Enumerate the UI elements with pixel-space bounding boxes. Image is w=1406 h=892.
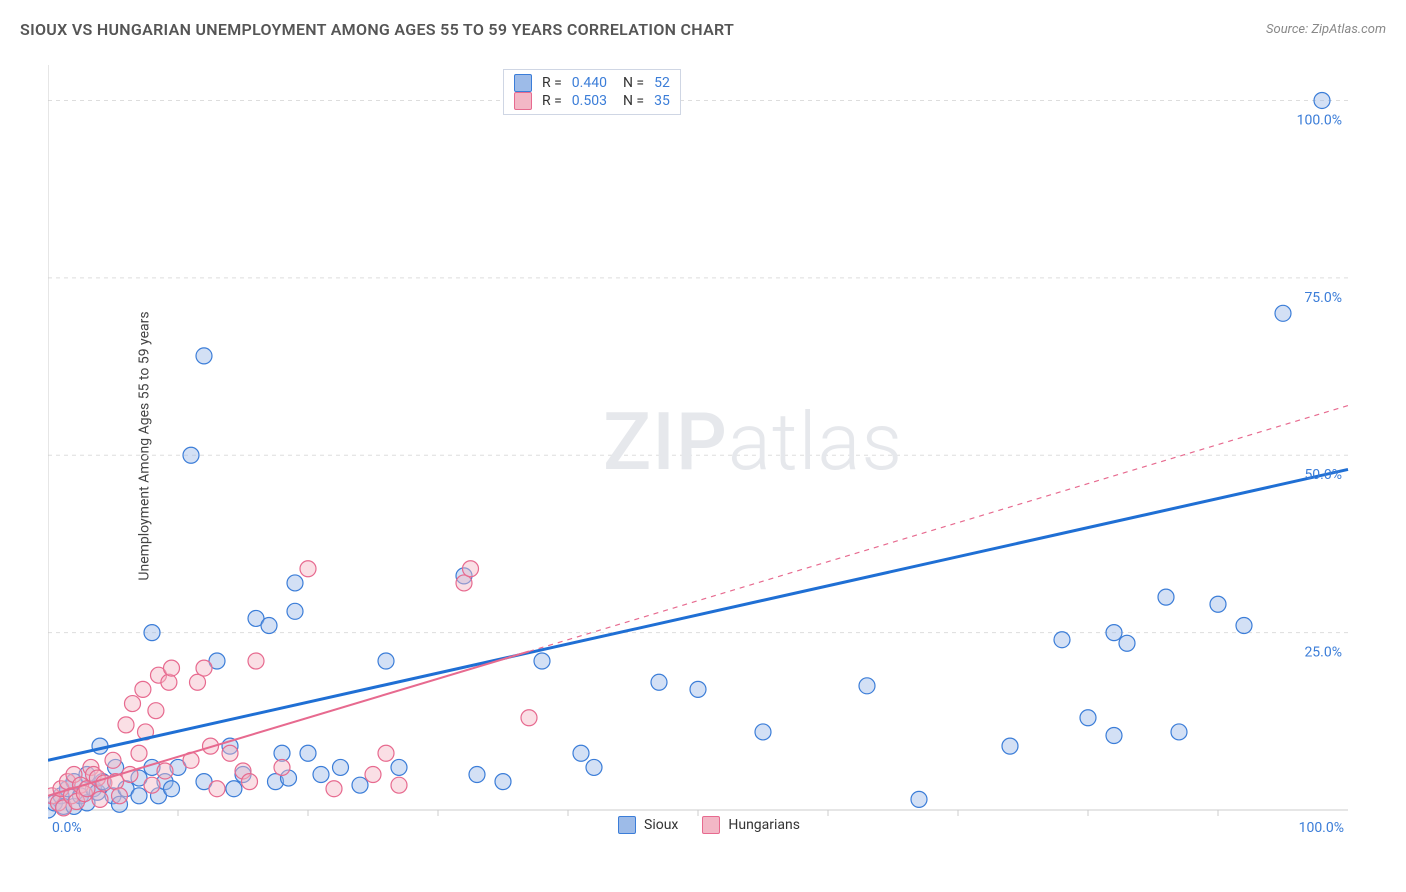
scatter-point-hungarians — [196, 660, 212, 676]
scatter-point-sioux — [1236, 618, 1252, 634]
n-label: N = — [623, 75, 644, 91]
legend-item-sioux[interactable]: Sioux — [618, 816, 678, 834]
scatter-point-hungarians — [300, 561, 316, 577]
source-prefix: Source: — [1266, 22, 1311, 37]
scatter-point-sioux — [1080, 710, 1096, 726]
r-value: 0.503 — [572, 93, 607, 109]
scatter-point-hungarians — [378, 745, 394, 761]
scatter-point-hungarians — [222, 745, 238, 761]
scatter-point-hungarians — [242, 774, 258, 790]
correlation-legend: R = 0.440 N = 52 R = 0.503 N = 35 — [503, 69, 681, 115]
scatter-point-sioux — [495, 774, 511, 790]
scatter-point-sioux — [1158, 589, 1174, 605]
r-value: 0.440 — [572, 75, 607, 91]
scatter-point-sioux — [1054, 632, 1070, 648]
scatter-point-hungarians — [521, 710, 537, 726]
scatter-point-hungarians — [92, 791, 108, 807]
scatter-point-hungarians — [463, 561, 479, 577]
chart-header: SIOUX VS HUNGARIAN UNEMPLOYMENT AMONG AG… — [20, 20, 1386, 39]
scatter-point-hungarians — [456, 575, 472, 591]
source-link[interactable]: ZipAtlas.com — [1311, 22, 1386, 37]
scatter-point-sioux — [378, 653, 394, 669]
legend-swatch — [514, 74, 532, 92]
scatter-point-sioux — [352, 777, 368, 793]
scatter-point-hungarians — [125, 696, 141, 712]
scatter-point-sioux — [287, 603, 303, 619]
scatter-point-hungarians — [105, 752, 121, 768]
scatter-point-hungarians — [131, 745, 147, 761]
scatter-point-hungarians — [164, 660, 180, 676]
scatter-point-sioux — [164, 781, 180, 797]
scatter-point-hungarians — [161, 674, 177, 690]
scatter-point-sioux — [755, 724, 771, 740]
x-tick-label: 100.0% — [1299, 820, 1344, 835]
scatter-point-hungarians — [326, 781, 342, 797]
scatter-point-sioux — [859, 678, 875, 694]
chart-area: 25.0%50.0%75.0%100.0%0.0%100.0% ZIPatlas… — [48, 65, 1368, 835]
scatter-point-sioux — [534, 653, 550, 669]
chart-title: SIOUX VS HUNGARIAN UNEMPLOYMENT AMONG AG… — [20, 20, 734, 39]
scatter-point-hungarians — [112, 788, 128, 804]
y-tick-label: 25.0% — [1304, 645, 1342, 661]
scatter-point-sioux — [1210, 596, 1226, 612]
scatter-point-sioux — [1171, 724, 1187, 740]
scatter-point-hungarians — [391, 777, 407, 793]
scatter-point-sioux — [144, 625, 160, 641]
scatter-point-sioux — [287, 575, 303, 591]
scatter-point-sioux — [573, 745, 589, 761]
scatter-point-sioux — [333, 759, 349, 775]
scatter-chart: 25.0% 50.0% 75.0% 100.0% 0.0% 100.0% — [48, 65, 1368, 835]
scatter-point-sioux — [1106, 728, 1122, 744]
scatter-point-sioux — [1275, 305, 1291, 321]
legend-item-hungarians[interactable]: Hungarians — [702, 816, 800, 834]
scatter-point-sioux — [261, 618, 277, 634]
scatter-point-hungarians — [248, 653, 264, 669]
scatter-point-hungarians — [135, 681, 151, 697]
legend-swatch — [514, 92, 532, 110]
scatter-point-hungarians — [365, 767, 381, 783]
scatter-point-sioux — [131, 788, 147, 804]
scatter-point-sioux — [300, 745, 316, 761]
x-tick-label: 0.0% — [52, 820, 82, 835]
y-tick-label: 100.0% — [1297, 112, 1342, 128]
scatter-point-sioux — [469, 767, 485, 783]
scatter-point-sioux — [911, 791, 927, 807]
legend-swatch — [702, 816, 720, 834]
y-tick-label: 75.0% — [1304, 290, 1342, 306]
scatter-point-sioux — [1002, 738, 1018, 754]
scatter-point-sioux — [196, 348, 212, 364]
scatter-point-hungarians — [148, 703, 164, 719]
legend-label: Sioux — [644, 817, 678, 833]
n-value: 35 — [654, 93, 670, 109]
scatter-point-hungarians — [118, 717, 134, 733]
series-legend: Sioux Hungarians — [618, 816, 800, 834]
y-tick-label: 50.0% — [1304, 467, 1342, 483]
correlation-legend-row: R = 0.440 N = 52 — [514, 74, 670, 92]
trend-line-sioux — [48, 469, 1348, 760]
n-label: N = — [623, 93, 644, 109]
scatter-point-sioux — [1314, 92, 1330, 108]
n-value: 52 — [654, 75, 670, 91]
scatter-point-sioux — [586, 759, 602, 775]
correlation-legend-row: R = 0.503 N = 35 — [514, 92, 670, 110]
scatter-point-hungarians — [209, 781, 225, 797]
scatter-point-hungarians — [157, 763, 173, 779]
scatter-point-hungarians — [144, 777, 160, 793]
legend-swatch — [618, 816, 636, 834]
scatter-point-sioux — [690, 681, 706, 697]
legend-label: Hungarians — [728, 817, 800, 833]
scatter-point-sioux — [1119, 635, 1135, 651]
r-label: R = — [542, 93, 562, 109]
scatter-point-hungarians — [190, 674, 206, 690]
scatter-point-sioux — [391, 759, 407, 775]
scatter-point-sioux — [313, 767, 329, 783]
scatter-point-sioux — [183, 447, 199, 463]
chart-source: Source: ZipAtlas.com — [1266, 22, 1386, 37]
scatter-point-sioux — [651, 674, 667, 690]
trend-line-hungarians-dashed — [529, 406, 1348, 652]
scatter-point-sioux — [226, 781, 242, 797]
r-label: R = — [542, 75, 562, 91]
scatter-point-hungarians — [274, 759, 290, 775]
scatter-point-sioux — [1106, 625, 1122, 641]
